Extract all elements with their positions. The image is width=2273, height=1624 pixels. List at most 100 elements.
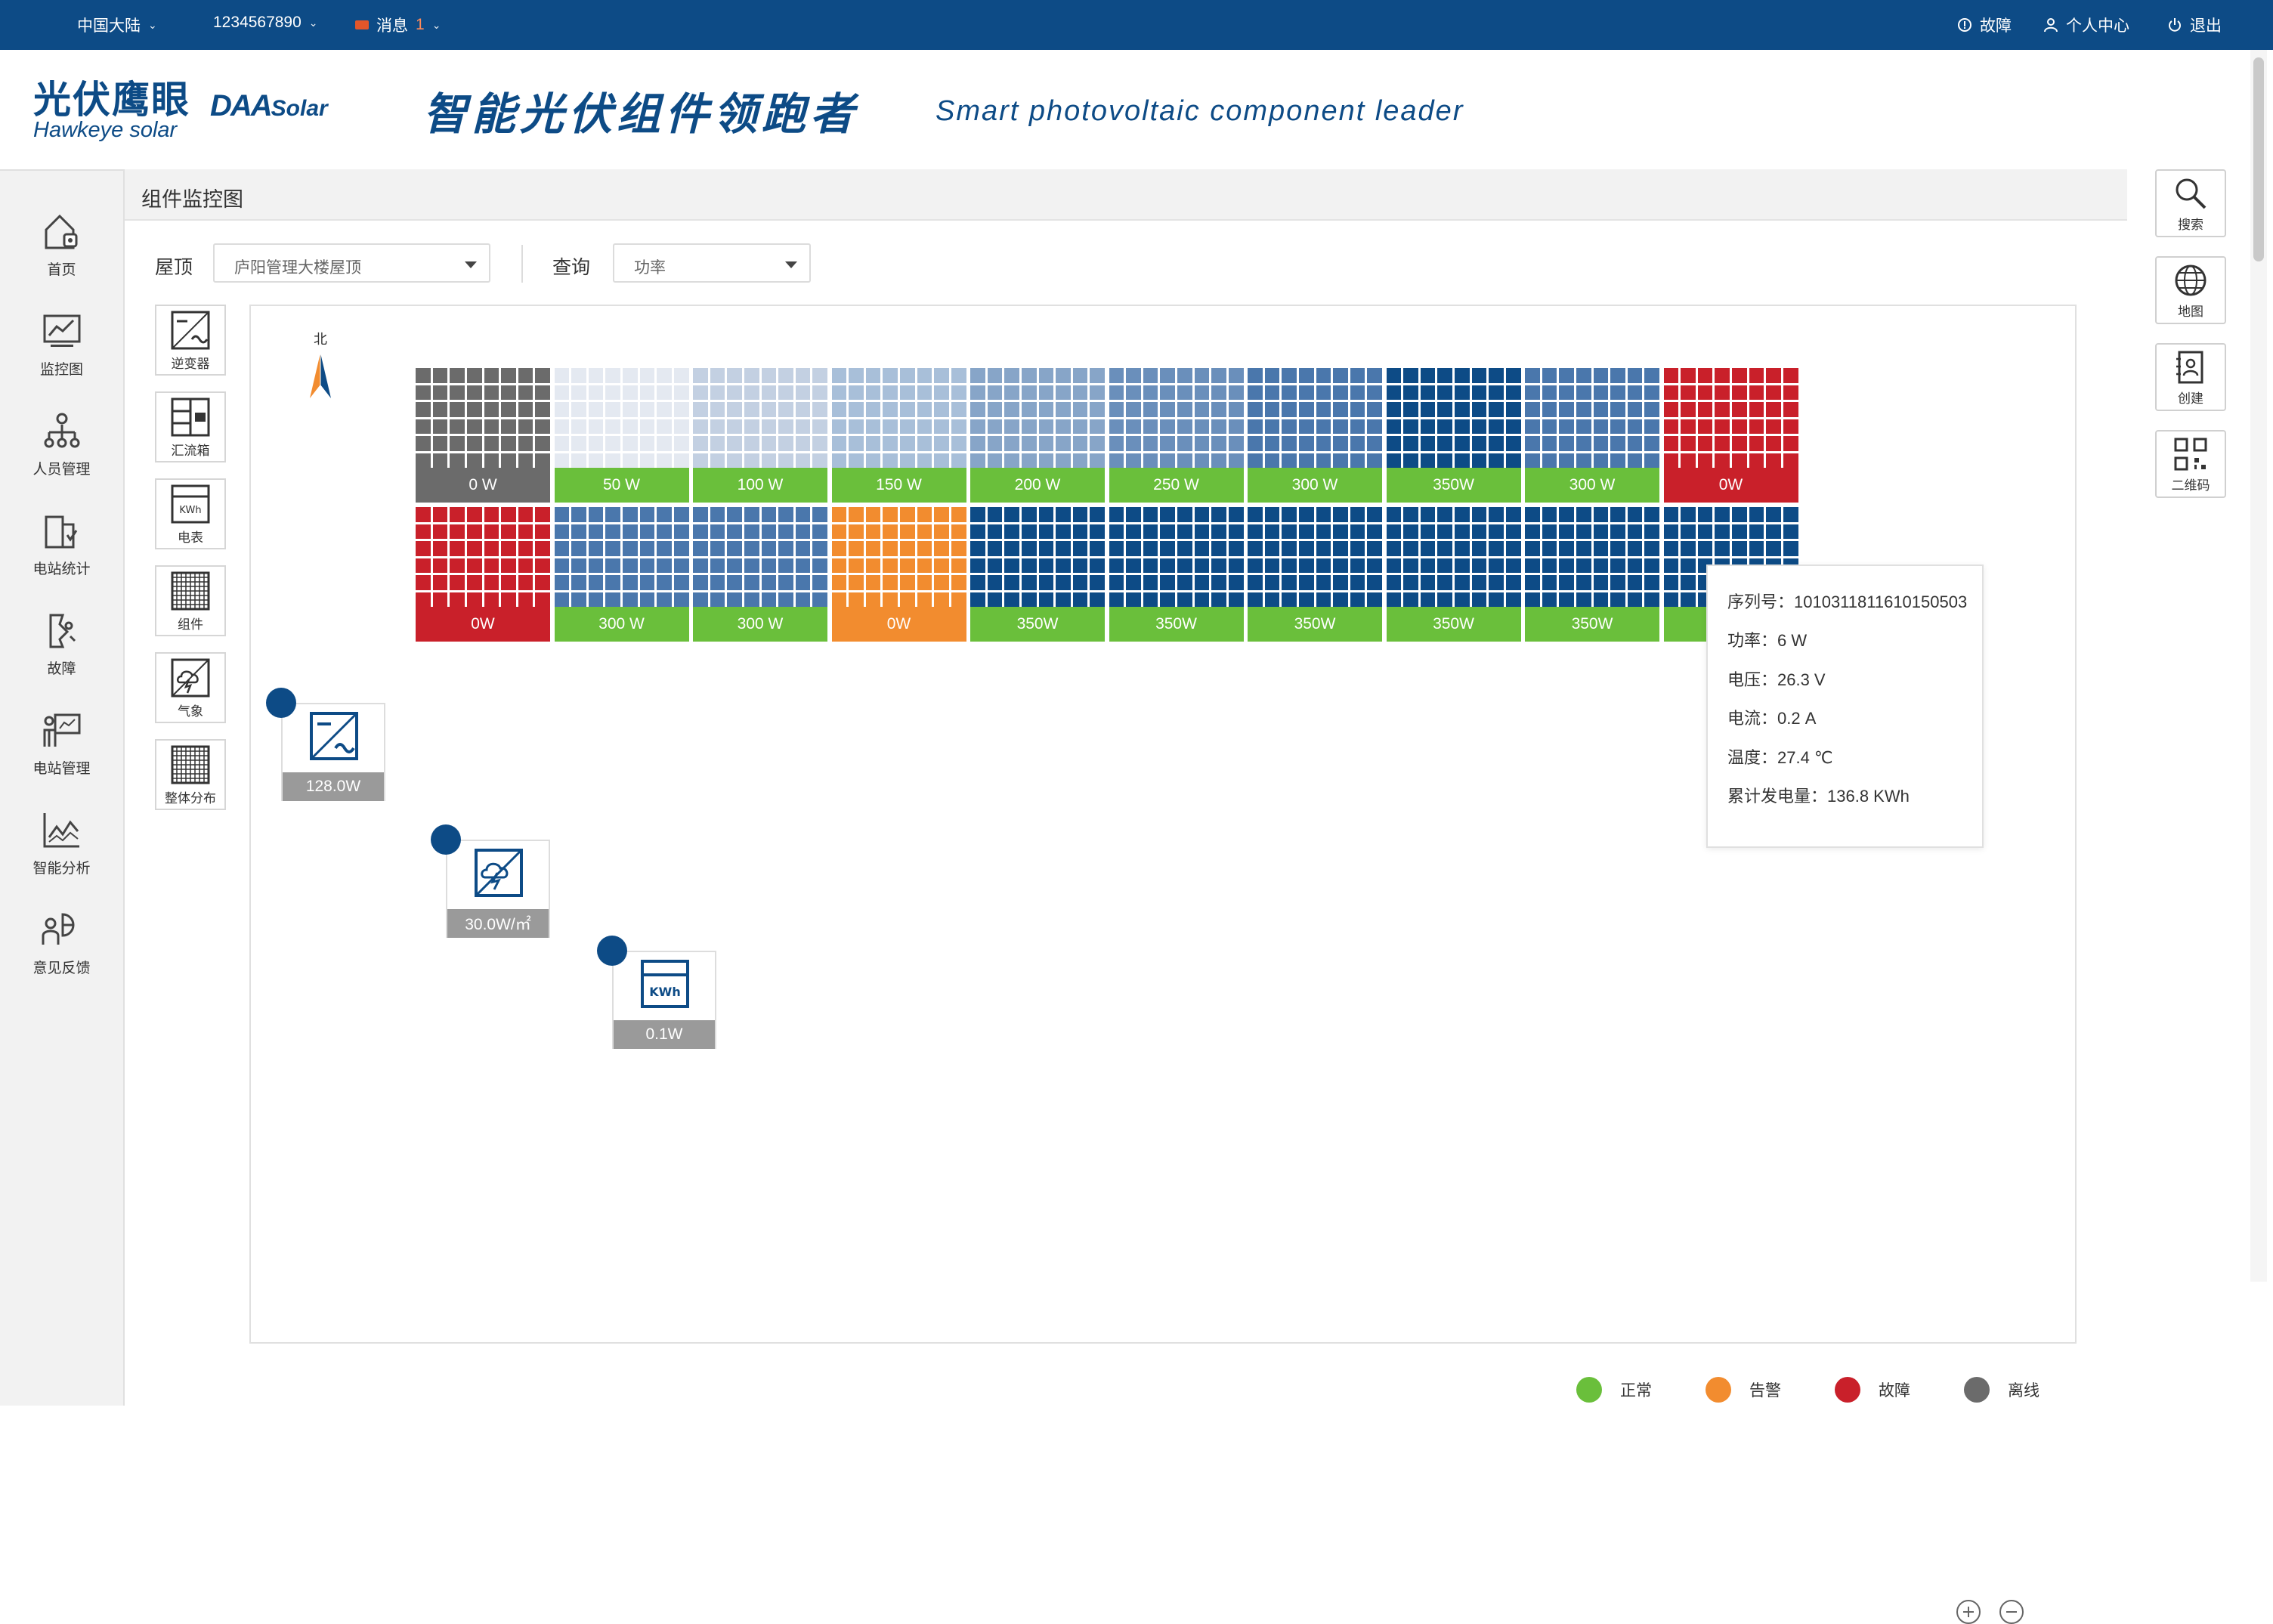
panel-power-label: 350W (1248, 607, 1382, 642)
solar-panel[interactable]: 300 W (1525, 368, 1659, 503)
panel-cells (693, 507, 827, 607)
solar-panel[interactable]: 250 W (1109, 368, 1244, 503)
zoom-in-button[interactable] (1956, 1600, 1981, 1624)
combiner-box-icon (171, 397, 210, 436)
panel-power-label: 350W (1386, 468, 1521, 503)
chevron-down-icon: ⌄ (308, 16, 318, 29)
contact-book-icon (2176, 351, 2203, 383)
panel-cells (831, 368, 966, 468)
account-selector[interactable]: 1234567890 ⌄ (213, 14, 318, 32)
legend-fault-dot (1835, 1377, 1860, 1403)
panel-power-label: 200 W (970, 468, 1105, 503)
logout-link[interactable]: 退出 (2167, 14, 2222, 36)
solar-panel[interactable]: 0W (1663, 368, 1798, 503)
logo-english: Hawkeye solar (33, 118, 178, 142)
search-button[interactable]: 搜索 (2155, 169, 2226, 237)
solar-panel[interactable]: 0W (831, 507, 966, 642)
compass-arrow-icon (310, 353, 331, 398)
tool-module[interactable]: 组件 (155, 565, 226, 636)
scrollbar-thumb[interactable] (2253, 57, 2264, 261)
sidebar-item-station-manage[interactable]: 电站管理 (0, 709, 123, 792)
region-selector[interactable]: 中国大陆 ⌄ (77, 14, 157, 36)
dropdown-arrow-icon (465, 261, 477, 268)
daa-solar-logo: DAASolar (210, 89, 328, 123)
solar-panel[interactable]: 350W (1109, 507, 1244, 642)
weather-device[interactable]: 30.0W/㎡ (431, 824, 550, 938)
panel-power-label: 300 W (1525, 468, 1659, 503)
station-stats-icon (45, 515, 77, 549)
solar-panel[interactable]: 0W (416, 507, 550, 642)
fault-link[interactable]: 故障 (1957, 14, 2012, 36)
inverter-value: 128.0W (283, 772, 384, 801)
sidebar-label: 人员管理 (32, 462, 91, 478)
sidebar-item-station-stats[interactable]: 电站统计 (0, 509, 123, 592)
sidebar-label: 首页 (47, 262, 76, 278)
sidebar-item-fault[interactable]: 故障 (0, 609, 123, 692)
qr-code-button[interactable]: 二维码 (2155, 430, 2226, 498)
panel-cells (1248, 368, 1382, 468)
module-icon (171, 571, 210, 610)
user-center-link[interactable]: 个人中心 (2043, 14, 2129, 36)
panel-cells (1525, 368, 1659, 468)
solar-panel[interactable]: 50 W (554, 368, 689, 503)
solar-panel[interactable]: 350W (1386, 507, 1521, 642)
solar-panel[interactable]: 150 W (831, 368, 966, 503)
map-button[interactable]: 地图 (2155, 256, 2226, 324)
solar-panel[interactable]: 300 W (554, 507, 689, 642)
solar-panel[interactable]: 200 W (970, 368, 1105, 503)
solar-panel[interactable]: 100 W (693, 368, 827, 503)
panel-cells (1109, 368, 1244, 468)
meter-device[interactable]: KWh 0.1W (597, 936, 716, 1049)
tool-distribution[interactable]: 整体分布 (155, 739, 226, 810)
create-button[interactable]: 创建 (2155, 343, 2226, 411)
account-label: 1234567890 (213, 14, 302, 31)
user-center-label: 个人中心 (2066, 17, 2129, 35)
query-select[interactable]: 功率 (613, 243, 811, 283)
solar-panel[interactable]: 350W (1248, 507, 1382, 642)
solar-panel[interactable]: 300 W (1248, 368, 1382, 503)
solar-panel[interactable] (1663, 507, 1798, 642)
messages-menu[interactable]: 消息 1 ⌄ (355, 14, 441, 36)
tool-meter[interactable]: KWh 电表 (155, 478, 226, 549)
solar-panel[interactable]: 0 W (416, 368, 550, 503)
info-circle-icon (1958, 18, 1971, 32)
sidebar-item-people[interactable]: 人员管理 (0, 410, 123, 493)
roof-select[interactable]: 庐阳管理大楼屋顶 (213, 243, 490, 283)
panel-power-label: 300 W (554, 607, 689, 642)
sidebar-item-home[interactable]: 首页 (0, 210, 123, 293)
tool-weather[interactable]: 气象 (155, 652, 226, 723)
meter-icon: KWh (171, 484, 210, 523)
people-icon (44, 413, 79, 448)
monitor-canvas[interactable]: 北 0 W 50 W 100 W 150 W 200 W 250 W 300 W 350W 30… (249, 305, 2077, 1624)
meter-unit-label: KWh (649, 985, 680, 999)
status-dot (266, 688, 296, 718)
breadcrumb: 组件监控图 (125, 169, 2127, 221)
solar-panel[interactable]: 350W (1386, 368, 1521, 503)
query-label: 查询 (552, 257, 591, 278)
region-label: 中国大陆 (77, 17, 141, 35)
tool-inverter[interactable]: 逆变器 (155, 305, 226, 376)
solar-panel[interactable]: 350W (970, 507, 1105, 642)
panel-power-label: 150 W (831, 468, 966, 503)
tool-combiner-box[interactable]: 汇流箱 (155, 391, 226, 462)
panel-cells (554, 368, 689, 468)
zoom-out-button[interactable] (1999, 1600, 2024, 1624)
legend-alarm: 告警 (1706, 1377, 1781, 1403)
inverter-device[interactable]: 128.0W (266, 688, 385, 801)
svg-text:KWh: KWh (179, 505, 201, 516)
solar-panel[interactable]: 350W (1525, 507, 1659, 642)
sidebar-item-feedback[interactable]: 意见反馈 (0, 908, 123, 991)
sidebar-item-analysis[interactable]: 智能分析 (0, 809, 123, 892)
panel-power-label: 350W (1525, 607, 1659, 642)
meter-icon: KWh (641, 960, 689, 1008)
page-scrollbar[interactable] (2250, 50, 2267, 1282)
tooltip-voltage: 电压：26.3 V (1727, 670, 1826, 689)
sidebar-item-monitor[interactable]: 监控图 (0, 310, 123, 393)
chevron-down-icon: ⌄ (148, 18, 157, 31)
slogan-english: Smart photovoltaic component leader (935, 95, 1464, 127)
filter-divider (521, 245, 523, 283)
sidebar-label: 智能分析 (32, 861, 91, 877)
create-button-label: 创建 (2178, 391, 2203, 406)
solar-panel[interactable]: 300 W (693, 507, 827, 642)
tooltip-current: 电流：0.2 A (1727, 709, 1817, 728)
